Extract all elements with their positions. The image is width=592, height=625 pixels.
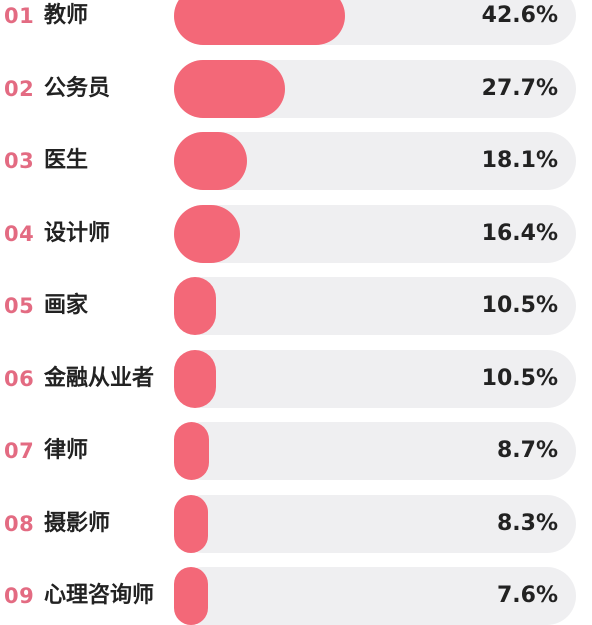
value-label: 7.6% (496, 583, 558, 608)
rank-number: 07 (4, 439, 35, 463)
bar-track: 8.7% (174, 422, 576, 480)
bar (174, 494, 208, 553)
category-label: 律师 (44, 438, 89, 463)
rank-number: 08 (4, 511, 35, 536)
rank-number: 02 (4, 76, 35, 101)
value-label: 10.5% (481, 365, 558, 391)
category-label: 设计师 (44, 220, 111, 246)
category-label: 教师 (44, 3, 89, 28)
bar-track: 8.3% (174, 494, 576, 553)
bar-track: 7.6% (174, 567, 576, 625)
bar-track: 10.5% (174, 349, 576, 408)
category-label: 心理咨询师 (44, 583, 155, 608)
category-label: 医生 (44, 148, 89, 173)
value-label: 42.6% (481, 3, 558, 28)
bar (174, 567, 208, 625)
bar (174, 132, 247, 190)
bar (174, 59, 286, 118)
rank-number: 06 (4, 366, 35, 391)
bar-track: 18.1% (174, 132, 576, 190)
bar-track: 42.6% (174, 0, 576, 45)
bar-track: 16.4% (174, 204, 576, 263)
rank-number: 09 (4, 584, 35, 608)
bar-track: 27.7% (174, 59, 576, 118)
category-label: 画家 (44, 293, 89, 318)
bar (174, 0, 346, 45)
rank-number: 04 (4, 221, 35, 246)
value-label: 27.7% (481, 75, 558, 101)
rank-number: 01 (4, 4, 35, 28)
value-label: 16.4% (481, 220, 558, 246)
value-label: 18.1% (481, 148, 558, 173)
category-label: 金融从业者 (44, 365, 155, 391)
value-label: 10.5% (481, 293, 558, 318)
rank-number: 03 (4, 149, 35, 173)
bar (174, 204, 240, 263)
value-label: 8.3% (496, 510, 558, 536)
category-label: 摄影师 (44, 510, 111, 536)
value-label: 8.7% (496, 438, 558, 463)
bar (174, 349, 217, 408)
bar (174, 422, 209, 480)
bar (174, 277, 217, 335)
bar-track: 10.5% (174, 277, 576, 335)
rank-number: 05 (4, 294, 35, 318)
category-label: 公务员 (44, 75, 111, 101)
